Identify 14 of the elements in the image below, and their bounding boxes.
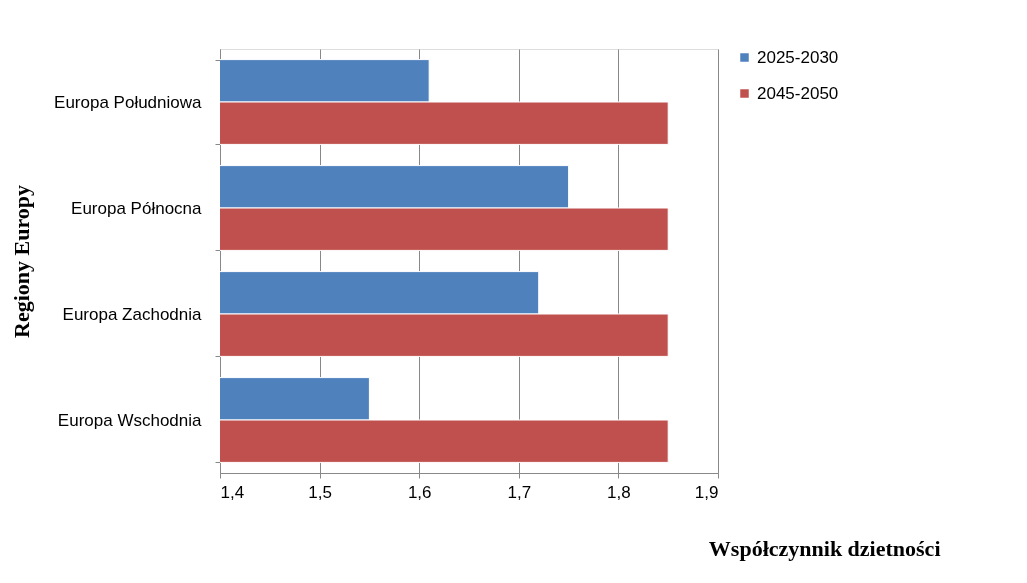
y-tick-label: Europa Zachodnia: [62, 304, 203, 324]
x-tick-label: 1,7: [507, 482, 532, 502]
x-axis-title: Współczynnik dzietności: [708, 535, 941, 561]
y-tick-label: Europa Południowa: [54, 92, 203, 112]
x-tick-label: 1,4: [220, 482, 245, 502]
x-tick-label: 1,9: [694, 482, 719, 502]
x-tick-label: 1,6: [407, 482, 432, 502]
legend-label: 2045-2050: [757, 83, 839, 103]
y-tick-label: Europa Północna: [71, 198, 203, 218]
legend-label: 2025-2030: [757, 47, 839, 67]
x-tick-label: 1,8: [607, 482, 631, 502]
y-tick-label: Europa Wschodnia: [57, 410, 203, 430]
x-tick-label: 1,5: [308, 482, 332, 502]
y-axis-title: Regiony Europy: [9, 184, 35, 339]
